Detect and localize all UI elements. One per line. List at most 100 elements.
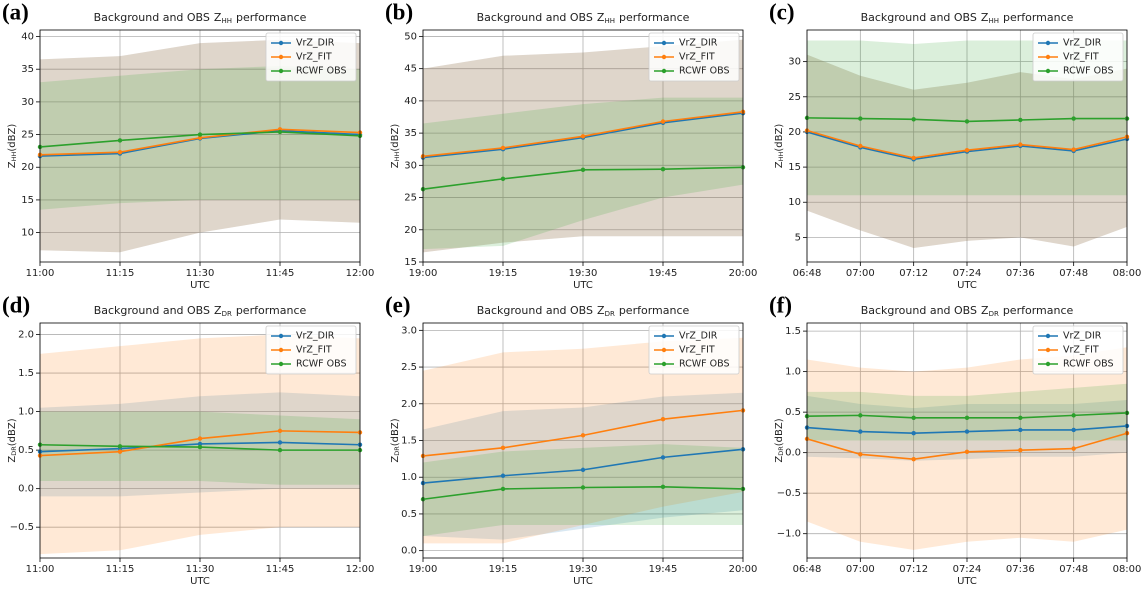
point: [1071, 116, 1076, 121]
y-tick-label: 20: [788, 127, 801, 138]
chart-title: Background and OBS ZHH performance: [94, 11, 307, 25]
legend-label: VrZ_FIT: [1063, 52, 1099, 63]
title-end: performance: [236, 304, 307, 317]
y-tick-label: 0.5: [18, 445, 34, 456]
x-tick-label: 20:00: [729, 564, 758, 575]
ylabel-var: Z: [774, 161, 785, 168]
y-tick-label: 1.5: [401, 436, 417, 447]
ylabel-var: Z: [390, 161, 401, 168]
spread-band: [807, 347, 1127, 550]
x-tick-label: 07:48: [1059, 564, 1088, 575]
legend-label: RCWF OBS: [679, 359, 730, 370]
title-var: Z: [597, 11, 605, 24]
panel-label: (f): [769, 292, 792, 317]
point: [580, 433, 586, 438]
ylabel-sub: DR: [10, 446, 18, 456]
point: [117, 138, 123, 143]
x-tick-label: 19:15: [489, 564, 518, 575]
legend-marker: [661, 68, 667, 74]
x-tick-label: 07:00: [846, 564, 875, 575]
plot-frame: [39, 322, 361, 559]
point: [858, 452, 863, 457]
plot-frame: [422, 322, 744, 559]
legend-marker: [278, 40, 284, 46]
point: [500, 176, 506, 182]
y-tick-label: 1.5: [785, 326, 801, 337]
title-var: Z: [981, 11, 989, 24]
chart-title: Background and OBS ZDR performance: [861, 304, 1074, 318]
x-tick-label: 19:00: [409, 268, 438, 279]
point: [911, 431, 916, 436]
y-tick-label: 50: [404, 31, 417, 42]
chart-title: Background and OBS ZDR performance: [94, 304, 307, 318]
point: [858, 143, 863, 149]
y-axis-label: ZHH(dBZ): [7, 124, 18, 169]
legend-label: RCWF OBS: [1063, 359, 1114, 370]
y-axis-label: ZDR(dBZ): [7, 418, 18, 462]
y-tick-label: −0.5: [777, 488, 801, 499]
spread-band: [423, 39, 743, 253]
x-tick-label: 07:12: [899, 564, 928, 575]
legend-label: VrZ_FIT: [1063, 345, 1099, 356]
y-tick-label: 10: [21, 228, 34, 239]
x-tick-label: 11:30: [186, 564, 215, 575]
panel-label: (d): [2, 292, 30, 317]
title-var: Z: [214, 11, 222, 24]
panel-label: (c): [769, 0, 795, 24]
title-text: Background and OBS: [477, 11, 593, 24]
ylabel-var: Z: [7, 161, 18, 168]
y-tick-label: 3.0: [401, 325, 417, 336]
y-tick-label: 20: [21, 162, 34, 173]
point: [500, 145, 506, 151]
point: [911, 155, 916, 161]
title-var: Z: [597, 304, 605, 317]
title-sub: HH: [988, 17, 999, 25]
x-tick-label: 19:45: [649, 268, 678, 279]
point: [911, 456, 916, 462]
y-tick-label: 15: [404, 257, 417, 268]
x-tick-label: 07:00: [846, 268, 875, 279]
x-tick-label: 11:45: [266, 564, 295, 575]
y-tick-label: 25: [404, 193, 417, 204]
ylabel-unit: (dBZ): [7, 418, 18, 446]
y-tick-label: 1.0: [401, 472, 417, 483]
point: [580, 134, 586, 139]
title-text: Background and OBS: [861, 11, 977, 24]
ylabel-var: Z: [7, 456, 18, 463]
point: [500, 486, 506, 492]
y-tick-label: 25: [788, 92, 801, 103]
point: [1018, 142, 1023, 147]
point: [580, 467, 586, 473]
title-text: Background and OBS: [477, 304, 593, 317]
chart-title: Background and OBS ZHH performance: [861, 11, 1074, 25]
x-axis-label: UTC: [573, 576, 593, 587]
x-tick-label: 07:36: [1006, 268, 1035, 279]
title-text: Background and OBS: [94, 11, 210, 24]
legend-marker: [661, 361, 667, 367]
point: [1071, 427, 1076, 433]
y-axis-label: ZHH(dBZ): [774, 124, 785, 169]
title-text: Background and OBS: [94, 304, 210, 317]
panel-label: (a): [2, 0, 29, 24]
x-tick-label: 07:12: [899, 268, 928, 279]
legend-marker: [1045, 347, 1051, 353]
point: [197, 436, 203, 441]
point: [964, 429, 970, 434]
point: [1018, 415, 1023, 421]
ylabel-unit: (dBZ): [390, 418, 401, 446]
legend-box: [1032, 325, 1124, 375]
x-tick-label: 06:48: [793, 564, 822, 575]
title-end: performance: [619, 11, 690, 24]
ylabel-unit: (dBZ): [7, 124, 18, 152]
legend-label: RCWF OBS: [1063, 66, 1114, 77]
y-tick-label: 1.0: [785, 367, 801, 378]
legend-label: VrZ_DIR: [1063, 331, 1102, 342]
spread-band: [807, 395, 1127, 461]
x-tick-label: 07:24: [953, 268, 982, 279]
y-tick-label: 40: [404, 96, 417, 107]
legend-marker: [278, 333, 284, 339]
title-end: performance: [236, 11, 307, 24]
title-sub: DR: [605, 310, 615, 318]
plot-frame: [39, 29, 361, 263]
ylabel-sub: HH: [393, 152, 401, 162]
